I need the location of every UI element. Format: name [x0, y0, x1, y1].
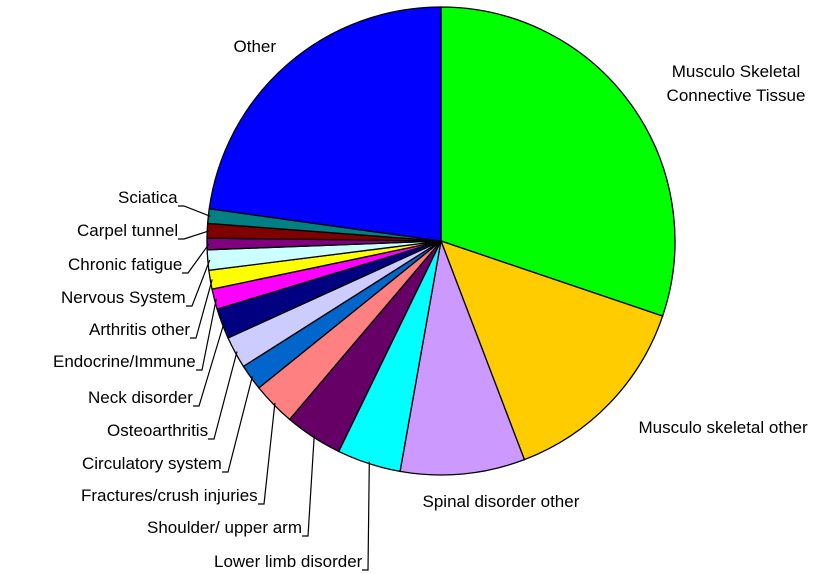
pie-slice: [208, 6, 442, 242]
slice-label: Chronic fatigue: [68, 255, 183, 274]
leader-line: [182, 243, 210, 274]
slice-label: Shoulder/ upper arm: [147, 518, 302, 537]
pie-slice: [440, 6, 676, 317]
leader-line: [196, 298, 217, 371]
slice-label: Other: [233, 37, 277, 56]
leader-line: [190, 279, 213, 339]
slice-label: Nervous System: [61, 288, 186, 307]
slice-label: Neck disorder: [88, 388, 193, 407]
pie-slice: [439, 239, 664, 461]
leader-line: [362, 461, 370, 571]
leader-line: [222, 376, 254, 473]
slice-label: Arthritis other: [89, 320, 191, 339]
leader-line: [302, 435, 315, 537]
slice-label: Musculo skeletal other: [638, 418, 808, 437]
leader-line: [258, 402, 276, 505]
slice-label: Fractures/crush injuries: [81, 486, 258, 505]
slice-label: Osteoarthritis: [107, 421, 209, 440]
slice-label: Circulatory system: [82, 454, 222, 473]
slice-label: Spinal disorder other: [422, 492, 580, 511]
slice-label: Carpel tunnel: [77, 221, 179, 240]
slice-label: Endocrine/Immune: [53, 352, 196, 371]
leader-line: [208, 351, 238, 440]
leader-line: [193, 322, 225, 407]
leader-line: [178, 230, 210, 240]
leader-line: [186, 259, 211, 307]
slice-label: Musculo Skeletal Connective Tissue: [666, 62, 806, 105]
slice-label: Lower limb disorder: [214, 552, 363, 571]
leader-line: [178, 205, 211, 217]
slice-label: Sciatica: [118, 188, 178, 207]
